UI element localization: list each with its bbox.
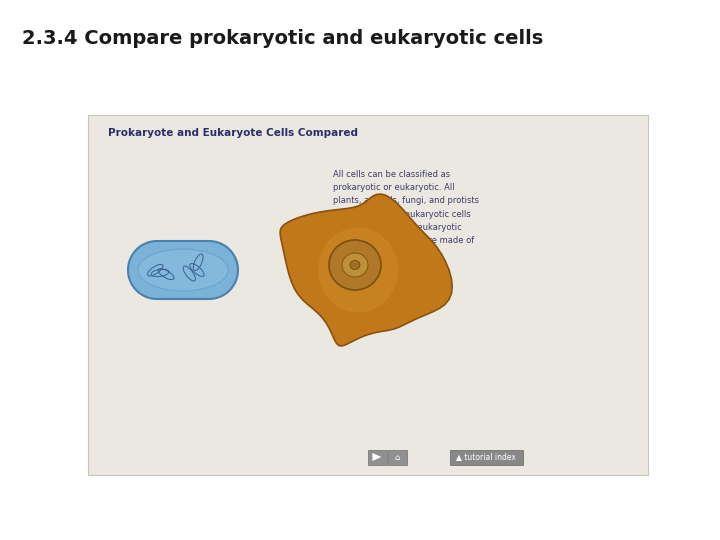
Polygon shape (280, 194, 452, 346)
Polygon shape (372, 453, 382, 461)
FancyBboxPatch shape (88, 115, 648, 475)
Text: ⌂: ⌂ (395, 453, 400, 462)
Polygon shape (128, 241, 238, 299)
Text: 2.3.4 Compare prokaryotic and eukaryotic cells: 2.3.4 Compare prokaryotic and eukaryotic… (22, 29, 544, 48)
FancyBboxPatch shape (368, 449, 387, 464)
Ellipse shape (342, 253, 368, 277)
Ellipse shape (318, 227, 398, 313)
Text: Prokaryote and Eukaryote Cells Compared: Prokaryote and Eukaryote Cells Compared (108, 128, 358, 138)
Ellipse shape (329, 240, 381, 290)
FancyBboxPatch shape (388, 449, 407, 464)
Ellipse shape (350, 260, 360, 269)
Ellipse shape (138, 249, 228, 291)
FancyBboxPatch shape (450, 449, 523, 464)
Text: All cells can be classified as
prokaryotic or eukaryotic. All
plants, animals, f: All cells can be classified as prokaryot… (333, 170, 479, 258)
Text: ▲ tutorial index: ▲ tutorial index (456, 453, 516, 462)
